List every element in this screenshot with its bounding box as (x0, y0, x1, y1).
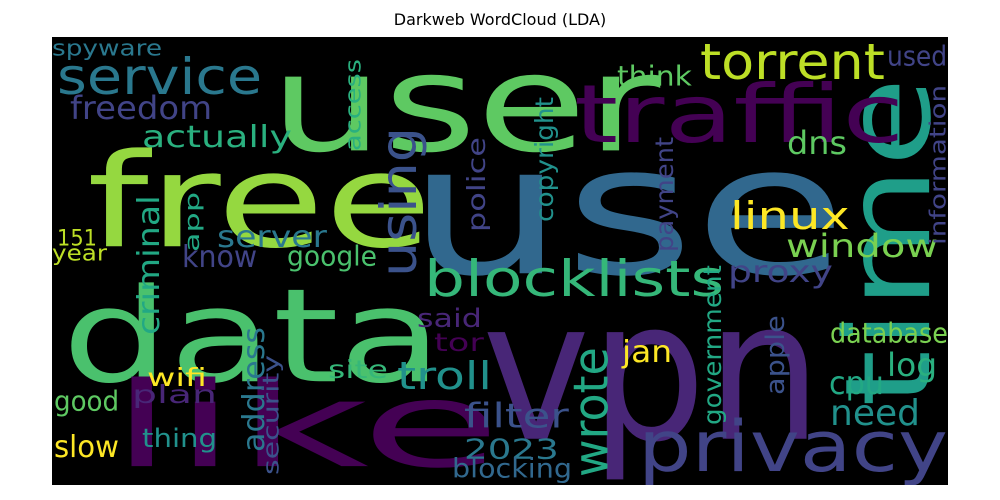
word-spyware: spyware (52, 37, 163, 61)
word-151: 151 (57, 225, 97, 251)
word-wrote: wrote (562, 347, 619, 477)
word-information: information (925, 84, 948, 245)
word-freedom: freedom (70, 89, 213, 127)
word-jan: jan (622, 334, 673, 370)
word-apple: apple (759, 315, 791, 395)
word-copyright: copyright (529, 97, 559, 222)
word-like: like (110, 356, 501, 485)
word-dns: dns (787, 124, 847, 162)
word-tor: tor (434, 327, 484, 357)
word-plan: plan (132, 379, 217, 409)
word-site: site (328, 354, 388, 384)
word-cpu: cpu (829, 364, 884, 402)
word-access: access (340, 59, 366, 151)
word-troll: troll (397, 353, 492, 399)
word-used: used (887, 39, 948, 73)
word-think: think (617, 59, 692, 93)
word-app: app (180, 191, 204, 252)
word-said: said (417, 302, 482, 334)
word-wifi: wifi (147, 362, 207, 392)
word-police: police (461, 137, 491, 232)
word-using: using (369, 126, 429, 278)
word-blocking: blocking (452, 452, 572, 485)
word-torrent: torrent (700, 37, 885, 91)
chart-title: Darkweb WordCloud (LDA) (393, 10, 607, 29)
word-use: use (407, 105, 848, 317)
word-need: need (830, 391, 920, 434)
word-year: year (52, 240, 108, 266)
word-server: server (217, 219, 327, 255)
word-vpn: vpn (482, 257, 823, 485)
word-criminal: criminal (131, 195, 167, 335)
word-window: window (786, 227, 939, 265)
word-government: government (697, 265, 727, 425)
word-data: data (62, 260, 443, 413)
word-privacy: privacy (638, 405, 948, 485)
word-2023: 2023 (464, 432, 559, 466)
word-log: log (887, 346, 938, 384)
word-payment: payment (649, 136, 679, 252)
word-thing: thing (142, 422, 218, 454)
word-traffic: traffic (574, 67, 905, 162)
word-filter: filter (464, 395, 569, 436)
word-service: service (57, 47, 263, 106)
word-good: good (54, 384, 120, 418)
word-user: user (270, 37, 661, 183)
word-blocklists: blocklists (424, 249, 725, 308)
word-know: know (182, 239, 258, 275)
word-google: google (287, 239, 377, 273)
word-proxy: proxy (728, 254, 833, 290)
wordcloud-canvas: use user data vpn like free time traffic privacy… (52, 37, 948, 485)
word-database: database (830, 316, 948, 350)
word-linux: linux (730, 193, 850, 239)
word-slow: slow (54, 429, 119, 465)
word-security: security (258, 354, 284, 475)
word-free: free (87, 125, 433, 278)
word-actually: actually (142, 119, 292, 155)
